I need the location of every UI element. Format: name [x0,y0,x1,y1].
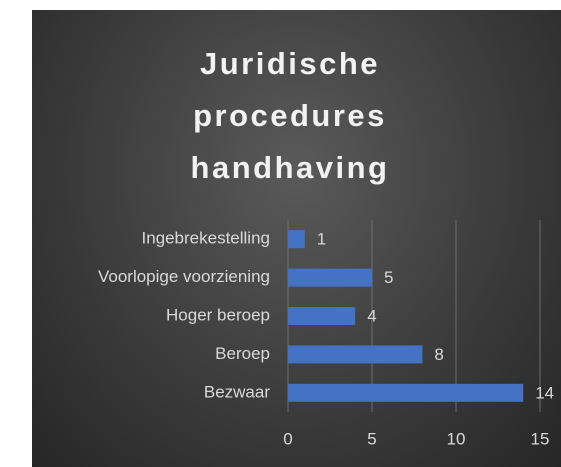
x-tick-label: 5 [367,429,376,448]
x-tick-label: 10 [447,429,466,448]
bar [288,345,423,364]
value-label: 5 [384,268,393,287]
bar [288,383,524,402]
y-tick-label: Beroep [215,344,270,363]
value-label: 4 [367,306,376,325]
value-label: 8 [434,345,443,364]
chart-title: Juridische procedures handhaving [190,46,390,185]
x-tick-label: 0 [283,429,292,448]
bar [288,230,305,249]
y-tick-label: Bezwaar [204,382,270,401]
y-tick-label: Voorlopige voorziening [98,267,270,286]
y-tick-label: Ingebrekestelling [141,229,270,248]
x-tick-label: 15 [531,429,550,448]
bar [288,307,356,325]
bar [288,268,372,287]
value-label: 1 [317,230,326,249]
value-label: 14 [535,383,554,402]
y-tick-label: Hoger beroep [166,305,270,324]
